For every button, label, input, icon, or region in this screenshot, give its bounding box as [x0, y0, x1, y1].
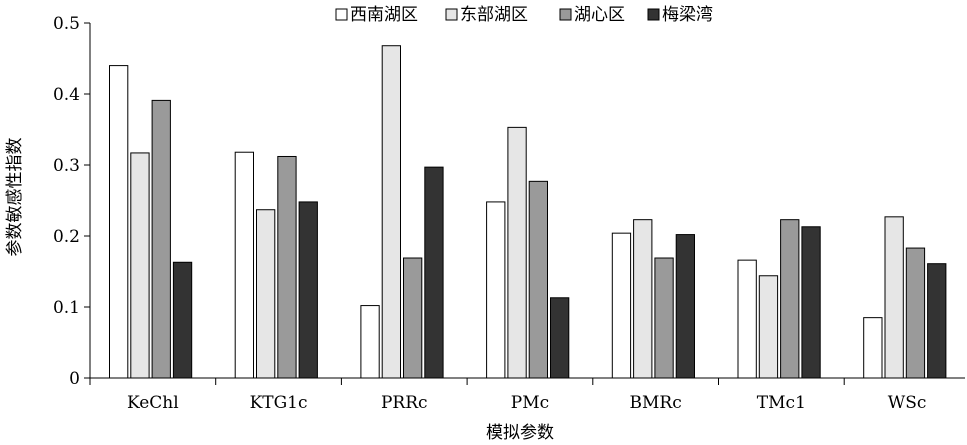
- bar: [256, 209, 276, 379]
- bar: [486, 201, 506, 379]
- legend-swatch: [445, 8, 458, 21]
- bar: [927, 263, 947, 379]
- bar: [424, 166, 444, 379]
- y-axis-title: 参数敏感性指数: [5, 138, 25, 257]
- bar: [298, 201, 318, 379]
- bar: [737, 259, 757, 379]
- y-tick-label: 0.1: [53, 298, 80, 318]
- bar: [381, 45, 402, 379]
- x-tick-label: WSc: [888, 393, 927, 413]
- bar: [611, 232, 632, 379]
- legend-label: 西南湖区: [350, 5, 418, 25]
- bar: [507, 126, 527, 379]
- bar: [758, 275, 779, 379]
- legend-item: 西南湖区: [335, 5, 418, 25]
- legend-item: 湖心区: [559, 5, 625, 25]
- bar: [654, 257, 674, 379]
- y-axis: 0 0.1 0.2 0.3 0.4 0.5: [53, 14, 91, 389]
- x-tick-label: BMRc: [630, 393, 682, 413]
- legend-label: 东部湖区: [460, 5, 528, 25]
- bar: [151, 99, 171, 379]
- bar: [884, 216, 904, 379]
- bar: [109, 65, 129, 379]
- bar: [277, 155, 297, 379]
- y-tick-label: 0: [69, 369, 80, 389]
- x-tick-label: PMc: [511, 393, 549, 413]
- legend-label: 梅梁湾: [662, 5, 713, 25]
- bars: [109, 45, 947, 379]
- bar: [863, 317, 883, 379]
- legend: 西南湖区 东部湖区 湖心区 梅梁湾: [335, 5, 713, 25]
- bar: [172, 261, 193, 379]
- x-tick-label: KTG1c: [250, 393, 308, 413]
- y-tick-label: 0.4: [53, 85, 80, 105]
- legend-item: 梅梁湾: [647, 5, 713, 25]
- x-axis-title: 模拟参数: [486, 423, 554, 443]
- bar: [528, 180, 549, 379]
- x-tick-label: PRRc: [381, 393, 428, 413]
- bar: [234, 151, 254, 379]
- bar: [780, 219, 800, 379]
- legend-swatch: [335, 8, 348, 21]
- bar: [130, 152, 150, 379]
- bar: [801, 226, 821, 379]
- bar: [360, 305, 380, 379]
- bar: [633, 219, 653, 379]
- y-tick-label: 0.3: [53, 156, 80, 176]
- bar: [550, 297, 570, 379]
- x-tick-label: TMc1: [757, 393, 806, 413]
- bar: [403, 257, 423, 379]
- legend-item: 东部湖区: [445, 5, 528, 25]
- bar: [675, 234, 696, 379]
- bar: [905, 247, 926, 379]
- legend-swatch: [559, 8, 572, 21]
- y-tick-label: 0.5: [53, 14, 80, 34]
- x-tick-label: KeChl: [127, 393, 179, 413]
- legend-swatch: [647, 8, 660, 21]
- y-tick-label: 0.2: [53, 227, 80, 247]
- x-axis: KeChl KTG1c PRRc PMc BMRc TMc1 WSc: [89, 377, 965, 413]
- legend-label: 湖心区: [574, 5, 625, 25]
